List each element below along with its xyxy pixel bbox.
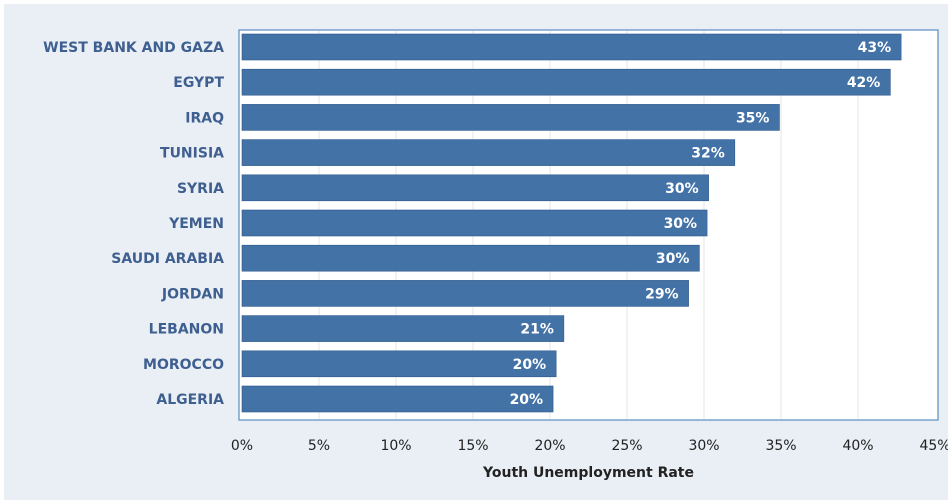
bar-value-label: 30%: [664, 216, 698, 232]
bar: [241, 244, 700, 272]
x-tick-label: 0%: [231, 438, 253, 454]
bar-value-label: 42%: [847, 75, 881, 91]
x-tick-label: 35%: [765, 438, 796, 454]
category-labels: WEST BANK AND GAZA EGYPT IRAQ TUNISIA SYRIA Y…: [43, 40, 224, 408]
bar-value-label: 32%: [691, 146, 725, 162]
bar: [241, 350, 557, 378]
x-axis-title: Youth Unemployment Rate: [482, 465, 694, 481]
category-label: SAUDI ARABIA: [111, 251, 224, 267]
category-label: ALGERIA: [156, 392, 224, 408]
bar: [241, 174, 709, 202]
chart-panel: 43% 42% 35% 32% 30% 30% 30% 29% 21% 20% 20% WEST B…: [4, 4, 948, 500]
category-label: LEBANON: [149, 322, 224, 338]
bars: 43% 42% 35% 32% 30% 30% 30% 29% 21% 20% 20%: [241, 33, 902, 413]
bar: [241, 139, 736, 166]
bar: [241, 209, 708, 237]
bar-value-label: 43%: [858, 40, 892, 56]
x-tick-label: 5%: [308, 438, 330, 454]
bar: [241, 68, 891, 96]
category-label: JORDAN: [161, 286, 224, 302]
x-tick-label: 10%: [380, 438, 411, 454]
x-tick-label: 20%: [534, 438, 565, 454]
x-tick-label: 25%: [611, 438, 642, 454]
category-label: EGYPT: [173, 75, 224, 91]
category-label: WEST BANK AND GAZA: [43, 40, 224, 56]
bar-value-label: 35%: [736, 110, 770, 126]
x-tick-labels: 0% 5% 10% 15% 20% 25% 30% 35% 40% 45%: [231, 438, 948, 454]
x-tick-label: 30%: [688, 438, 719, 454]
bar-value-label: 30%: [656, 251, 690, 267]
category-label: SYRIA: [177, 181, 224, 197]
x-tick-label: 15%: [457, 438, 488, 454]
bar: [241, 104, 780, 131]
category-label: MOROCCO: [143, 357, 224, 373]
category-label: TUNISIA: [160, 146, 224, 162]
x-tick-label: 45%: [919, 438, 948, 454]
x-tick-label: 40%: [842, 438, 873, 454]
bar-value-label: 29%: [645, 286, 679, 302]
bar-value-label: 21%: [520, 322, 554, 338]
bar-value-label: 30%: [665, 181, 699, 197]
bar: [241, 33, 902, 61]
bar: [241, 385, 554, 413]
bar-value-label: 20%: [510, 392, 544, 408]
bar: [241, 280, 689, 307]
bar-value-label: 20%: [513, 357, 547, 373]
category-label: YEMEN: [168, 216, 224, 232]
category-label: IRAQ: [185, 110, 224, 126]
bar-chart: 43% 42% 35% 32% 30% 30% 30% 29% 21% 20% 20% WEST B…: [43, 29, 948, 481]
bar: [241, 315, 565, 342]
